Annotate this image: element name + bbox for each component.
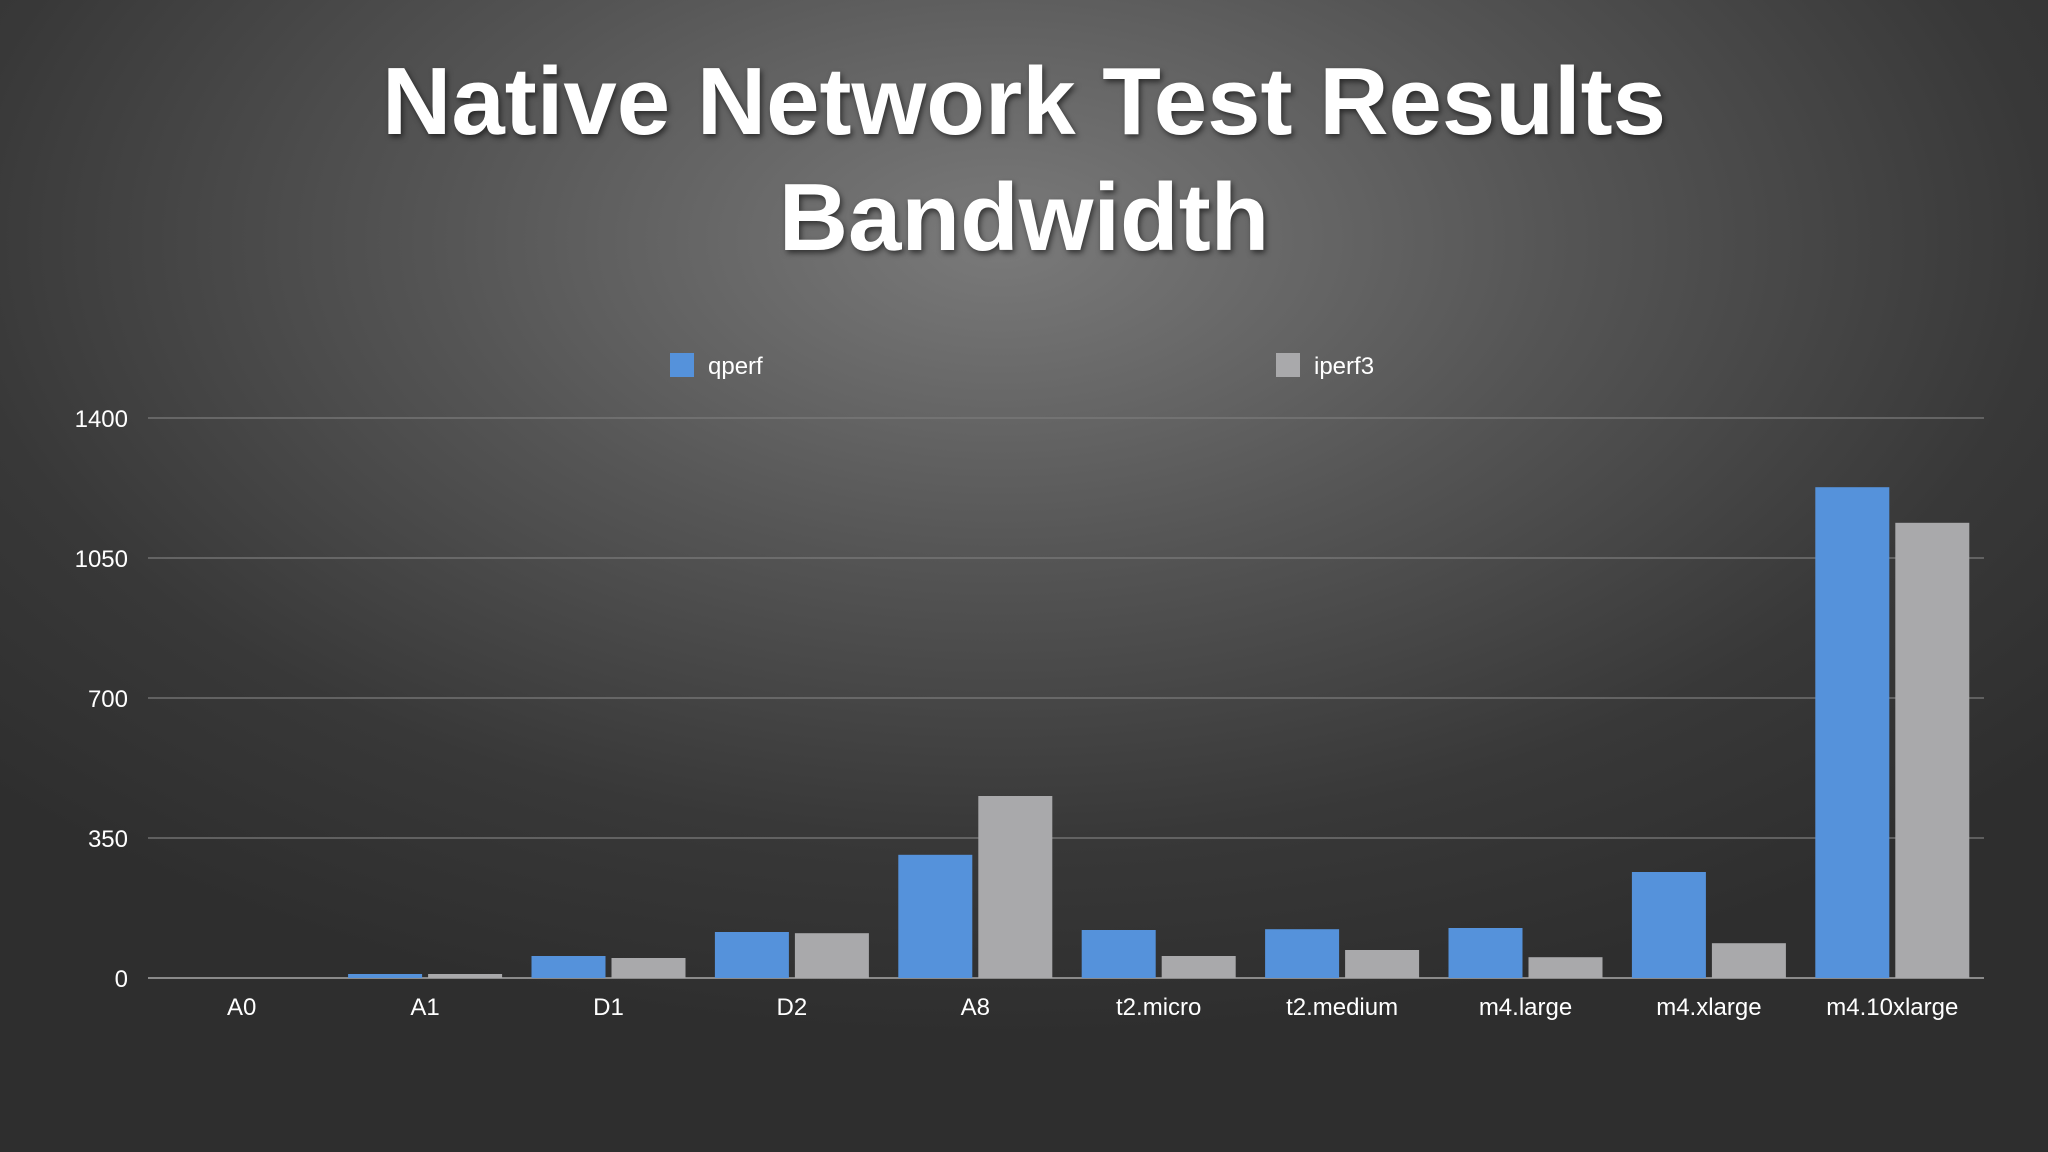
legend-label-qperf: qperf [708,353,763,380]
y-tick-label: 1400 [75,406,128,433]
bar-qperf-D1 [531,956,606,978]
chart-title: Native Network Test Results Bandwidth [0,44,2048,276]
y-tick-label: 700 [88,686,128,713]
y-tick-label: 1050 [75,546,128,573]
bar-iperf3-A1 [428,974,503,978]
legend-swatch-iperf3 [1276,353,1300,377]
bar-qperf-D2 [714,932,789,978]
bar-qperf-A8 [898,854,973,978]
legend-label-iperf3: iperf3 [1314,353,1374,380]
x-tick-label: A8 [961,994,990,1021]
legend: qperf iperf3 [670,353,1374,380]
bar-iperf3-m4.10xlarge [1895,522,1970,978]
y-axis-ticks: 0 350 700 1050 1400 [75,406,128,993]
bar-iperf3-t2.medium [1345,950,1420,978]
x-tick-label: D1 [593,994,624,1021]
bar-iperf3-D2 [794,933,869,978]
x-tick-label: m4.xlarge [1656,994,1761,1021]
bar-qperf-t2.medium [1265,929,1340,978]
bar-qperf-A1 [348,974,423,978]
bar-iperf3-A8 [978,796,1053,978]
bar-iperf3-m4.xlarge [1711,943,1786,978]
y-tick-label: 350 [88,826,128,853]
legend-swatch-qperf [670,353,694,377]
chart-subtitle: Bandwidth [778,164,1270,271]
x-tick-label: A1 [410,994,439,1021]
bars [348,487,1970,978]
x-tick-label: A0 [227,994,256,1021]
y-tick-label: 0 [115,966,128,993]
x-tick-label: t2.medium [1286,994,1398,1021]
x-tick-label: t2.micro [1116,994,1201,1021]
bar-iperf3-D1 [611,958,686,978]
x-axis-ticks: A0 A1 D1 D2 A8 t2.micro t2.medium m4.large m4.xl… [227,994,1958,1021]
x-tick-label: m4.10xlarge [1826,994,1958,1021]
bar-iperf3-m4.large [1528,957,1603,978]
bar-qperf-m4.10xlarge [1815,487,1890,978]
x-tick-label: D2 [777,994,808,1021]
bar-qperf-m4.large [1448,928,1523,978]
bar-qperf-t2.micro [1081,930,1156,978]
gridlines [148,417,1984,979]
bar-iperf3-t2.micro [1161,956,1236,978]
chart-title-line1: Native Network Test Results [382,48,1666,155]
bar-qperf-m4.xlarge [1631,872,1706,978]
x-tick-label: m4.large [1479,994,1572,1021]
